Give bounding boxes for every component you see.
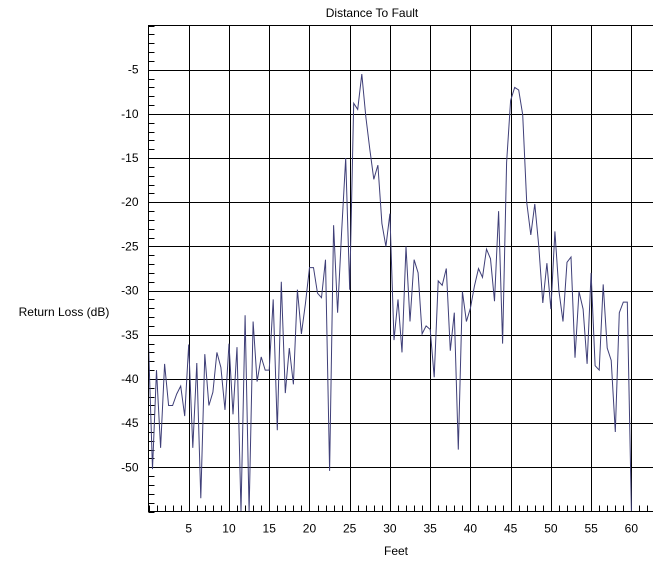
x-tick-label: 25 — [343, 522, 357, 536]
x-tick-label: 15 — [263, 522, 277, 536]
x-axis-label: Feet — [384, 544, 409, 558]
y-tick-label: -10 — [121, 107, 139, 121]
grid-lines — [148, 25, 653, 512]
y-tick-labels: -5 -10 -15 -20 -25 -30 -35 -40 -45 -50 — [121, 63, 139, 475]
y-tick-label: -45 — [121, 416, 139, 430]
x-tick-label: 20 — [303, 522, 317, 536]
x-tick-label: 30 — [383, 522, 397, 536]
x-tick-label: 45 — [504, 522, 518, 536]
y-axis-label: Return Loss (dB) — [19, 305, 110, 319]
plot-frame — [148, 25, 653, 512]
y-tick-label: -5 — [128, 63, 139, 77]
y-tick-label: -15 — [121, 151, 139, 165]
x-tick-label: 35 — [423, 522, 437, 536]
y-tick-label: -20 — [121, 195, 139, 209]
x-tick-label: 60 — [625, 522, 639, 536]
x-tick-labels: 5 10 15 20 25 30 35 40 45 50 55 60 — [185, 522, 638, 536]
y-tick-label: -35 — [121, 328, 139, 342]
y-tick-label: -30 — [121, 284, 139, 298]
y-tick-label: -50 — [121, 460, 139, 474]
x-tick-label: 10 — [222, 522, 236, 536]
x-tick-label: 5 — [185, 522, 192, 536]
x-tick-label: 55 — [584, 522, 598, 536]
x-tick-label: 40 — [464, 522, 478, 536]
x-tick-label: 50 — [544, 522, 558, 536]
minor-ticks — [148, 26, 648, 513]
y-tick-label: -25 — [121, 239, 139, 253]
chart-title: Distance To Fault — [326, 6, 419, 20]
return-loss-series-line — [148, 74, 632, 512]
y-tick-label: -40 — [121, 372, 139, 386]
